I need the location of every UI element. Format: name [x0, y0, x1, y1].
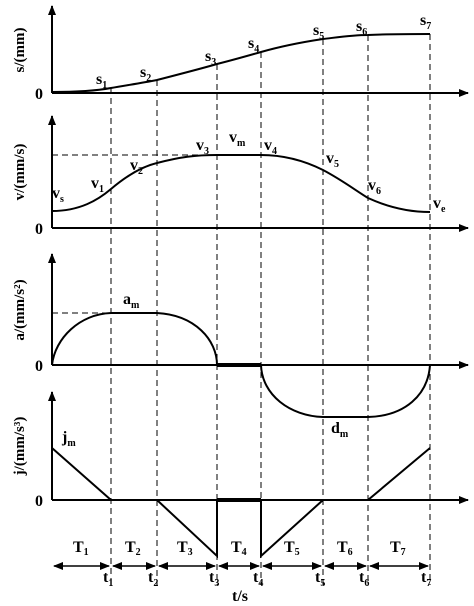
v5-label: v5	[326, 150, 339, 170]
time-label-t5: t5	[315, 569, 325, 589]
time-label-t7: t7	[421, 569, 431, 589]
j-axis-label: j/(mm/s³)	[12, 417, 28, 477]
deceleration-curve	[260, 364, 431, 418]
s2-label: s2	[140, 64, 151, 84]
s3-label: s3	[205, 48, 216, 68]
dm-label: dm	[331, 420, 349, 440]
v3-label: v3	[196, 137, 209, 157]
am-label: am	[123, 291, 140, 311]
time-label-t2: t2	[148, 569, 158, 589]
interval-label-t2: T2	[125, 539, 141, 558]
time-label-t3: t3	[209, 569, 219, 589]
v-axis-label: v/(mm/s)	[12, 144, 28, 201]
s7-label: s7	[420, 12, 431, 32]
v-zero-label: 0	[35, 221, 43, 238]
interval-label-t7: T7	[390, 539, 406, 558]
a-axis-label: a/(mm/s²)	[12, 279, 28, 340]
interval-label-t6: T6	[337, 539, 353, 558]
s-zero-label: 0	[35, 86, 43, 103]
ve-label: ve	[433, 195, 446, 215]
interval-label-t1: T1	[73, 539, 89, 558]
jm-label: jm	[61, 429, 76, 449]
interval-label-t5: T5	[284, 539, 300, 558]
axes	[48, 5, 469, 504]
time-label-t4: t4	[253, 569, 263, 589]
s1-label: s1	[96, 71, 107, 91]
displacement-curve	[51, 33, 431, 93]
s-axis-label: s/(mm)	[12, 28, 28, 73]
x-axis-label: t/s	[232, 588, 248, 605]
v2-label: v2	[130, 157, 143, 177]
s4-label: s4	[248, 35, 259, 55]
vm-label: vm	[229, 129, 246, 149]
interval-label-t4: T4	[231, 539, 247, 558]
s5-label: s5	[313, 22, 324, 42]
acceleration-curve	[51, 312, 218, 366]
v4-label: v4	[264, 137, 277, 157]
time-label-t1: t1	[103, 569, 113, 589]
vs-label: vs	[52, 185, 64, 205]
time-label-t6: t6	[359, 569, 369, 589]
v6-label: v6	[368, 177, 381, 197]
phase-boundary-lines	[52, 34, 431, 585]
profile-curves	[51, 33, 431, 559]
s6-label: s6	[356, 18, 367, 38]
v1-label: v1	[91, 175, 104, 195]
velocity-curve	[51, 154, 431, 213]
interval-label-t3: T3	[177, 539, 193, 558]
a-zero-label: 0	[35, 358, 43, 375]
j-zero-label: 0	[35, 493, 43, 510]
